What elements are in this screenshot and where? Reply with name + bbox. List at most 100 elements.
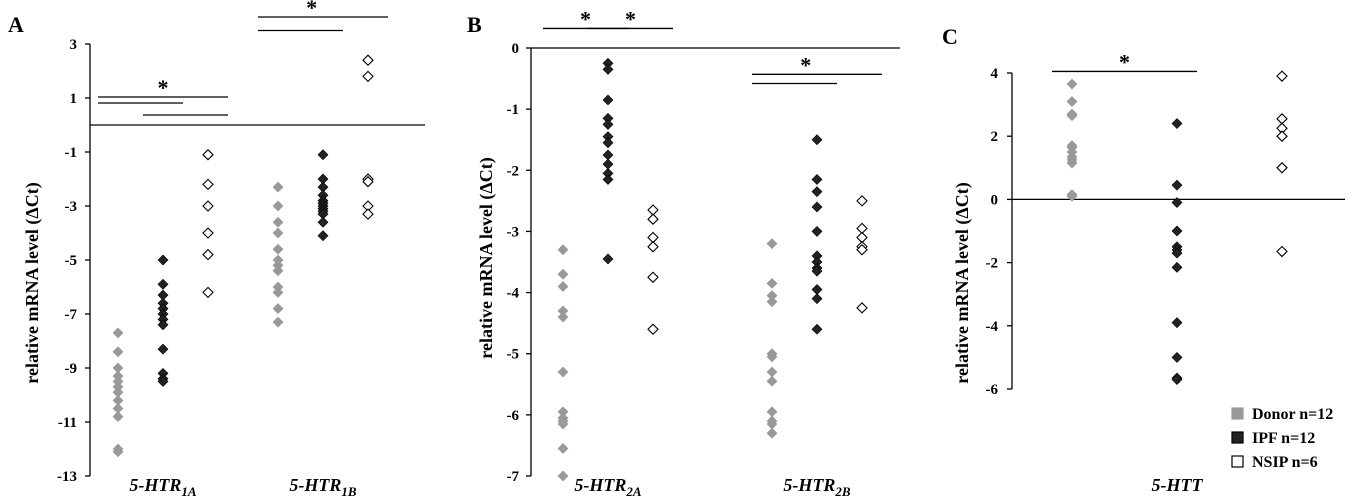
panel-a-y-axis-label: relative mRNA level (ΔCt) <box>22 182 43 383</box>
panel-a-tick-label: 1 <box>70 91 78 107</box>
panel-a-tick-label: -5 <box>65 253 78 269</box>
panel-b-category-label: 5-HTR2A <box>574 475 642 496</box>
panel-b-y-axis-label: relative mRNA level (ΔCt) <box>476 157 497 358</box>
panel-b-ipf-point <box>811 174 823 185</box>
panel-a-letter: A <box>8 12 24 37</box>
panel-b-nsip-point <box>856 195 868 207</box>
panel-c-ipf-point <box>1171 247 1183 259</box>
panel-a-category-label: 5-HTR1A <box>129 475 197 496</box>
panel-b-donor-point <box>766 366 778 378</box>
panel-b-category-label: 5-HTR2B <box>783 475 851 496</box>
panel-a-ipf-point <box>317 216 329 228</box>
panel-c-donor-point <box>1066 190 1078 202</box>
panel-a-donor-point <box>272 200 284 212</box>
panel-a-significance-star: * <box>306 0 317 20</box>
panel-a-donor-point <box>272 316 284 328</box>
panel-b-donor-point <box>766 351 778 363</box>
legend-donor-swatch <box>1231 407 1244 420</box>
panel-c-tick-label: 4 <box>991 66 999 82</box>
panel-b-ipf-point <box>602 119 614 130</box>
panel-a-ipf-point <box>317 149 329 161</box>
panel-b-ipf-point <box>811 265 823 277</box>
panel-b-tick-label: -7 <box>507 469 520 485</box>
panel-b-donor-point <box>766 406 778 418</box>
panel-a-nsip-point <box>362 54 374 66</box>
panel-c-significance-star: * <box>1119 49 1130 74</box>
panel-b-donor-point <box>557 366 569 378</box>
panel-b-nsip-point <box>856 302 868 314</box>
panel-a-tick-label: -9 <box>65 361 78 377</box>
legend-ipf-label: IPF n=12 <box>1252 430 1315 447</box>
panel-a-nsip-point <box>362 175 374 188</box>
panel-a-ipf-point <box>157 278 169 290</box>
panel-b-tick-label: -1 <box>507 102 520 118</box>
panel-c-y-axis-label: relative mRNA level (ΔCt) <box>952 182 973 383</box>
panel-a-nsip-point <box>362 70 374 83</box>
panel-a-nsip-point <box>202 178 214 191</box>
panel-c-tick-label: -6 <box>986 382 999 398</box>
panel-b-ipf-point <box>602 174 614 185</box>
panel-c-nsip-point <box>1276 113 1288 125</box>
panel-b-ipf-point <box>811 293 823 305</box>
legend-nsip-swatch <box>1231 455 1244 468</box>
panel-b-donor-point <box>557 311 569 323</box>
panel-c-nsip-point <box>1276 245 1288 258</box>
panel-a-tick-label: -1 <box>65 145 78 161</box>
panel-c-ipf-point <box>1171 179 1183 191</box>
panel-a-tick-label: -7 <box>65 307 78 323</box>
panel-a-nsip-point <box>202 248 214 261</box>
panel-a-ipf-point <box>157 343 169 355</box>
panel-a-donor-point <box>112 411 124 423</box>
panel-a-nsip-point <box>202 286 214 299</box>
panel-b-ipf-point <box>602 158 614 170</box>
panel-b-ipf-point <box>602 253 614 265</box>
panel-b-donor-point <box>557 418 569 430</box>
panel-b-ipf-point <box>602 149 614 161</box>
panel-b-nsip-point <box>856 243 868 256</box>
panel-b-significance-star: * <box>625 6 636 31</box>
panel-b-tick-label: -2 <box>507 163 520 179</box>
panel-b-donor-point <box>766 375 778 387</box>
panel-a-ipf-point <box>157 319 169 331</box>
panel-c-nsip-point <box>1276 162 1288 174</box>
panel-b-tick-label: -6 <box>507 408 520 424</box>
panel-a-tick-label: 3 <box>70 37 78 53</box>
panel-c-tick-label: -4 <box>986 319 999 335</box>
panel-b-ipf-point <box>602 94 614 106</box>
panel-b-nsip-point <box>647 240 659 253</box>
panel-c-tick-label: 2 <box>991 129 999 145</box>
panel-b-ipf-point <box>811 323 823 335</box>
panel-b-chart: B relative mRNA level (ΔCt) 0 -1 -2 -3 -4 -5 -… <box>467 6 900 496</box>
legend-ipf-swatch <box>1231 431 1244 444</box>
panel-a-donor-point <box>272 243 284 255</box>
panel-b-ipf-point <box>811 186 823 198</box>
panel-a-nsip-point <box>362 208 374 220</box>
panel-a-nsip-point <box>202 200 214 212</box>
panel-c-tick-label: 0 <box>991 192 999 208</box>
panel-b-ipf-point <box>602 137 614 149</box>
panel-c-donor-point <box>1066 96 1078 107</box>
panel-a-donor-point <box>112 346 124 358</box>
panel-a-nsip-point <box>202 148 214 161</box>
panel-c-donor-point <box>1066 157 1078 169</box>
panel-a-donor-point <box>112 446 124 458</box>
panel-a-ipf-point <box>157 254 169 266</box>
panel-c-donor-point <box>1066 110 1078 122</box>
panel-c-ipf-point <box>1171 374 1183 385</box>
panel-a-nsip-point <box>202 227 214 239</box>
panel-c-donor-point <box>1066 78 1078 90</box>
panel-b-tick-label: -4 <box>507 286 520 302</box>
panel-b-ipf-point <box>811 134 823 146</box>
panel-a-ipf-point <box>317 230 329 242</box>
panel-b-letter: B <box>467 12 482 37</box>
panel-b-donor-point <box>557 268 569 280</box>
panel-b-tick-label: 0 <box>512 41 520 57</box>
panel-c-ipf-point <box>1171 351 1183 363</box>
panel-c-category-label: 5-HTT <box>1152 475 1204 495</box>
panel-a-ipf-point <box>157 376 169 387</box>
panel-a-donor-point <box>272 286 284 298</box>
panel-b-ipf-point <box>811 226 823 237</box>
legend-donor-label: Donor n=12 <box>1252 406 1333 423</box>
panel-b-tick-label: -3 <box>507 224 520 240</box>
panel-b-significance-star: * <box>580 6 591 31</box>
